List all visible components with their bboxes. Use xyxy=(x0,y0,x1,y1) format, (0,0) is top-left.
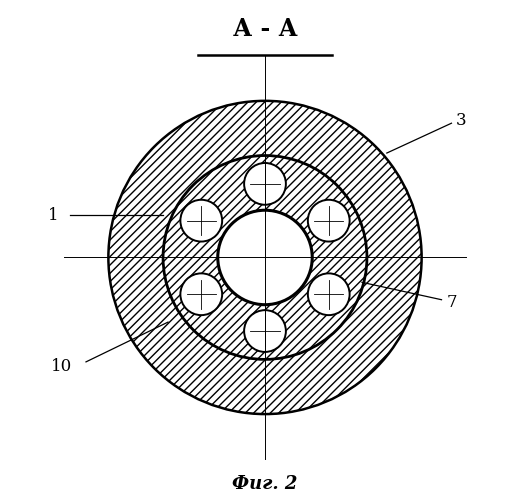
Circle shape xyxy=(180,200,222,241)
Text: 10: 10 xyxy=(50,358,72,376)
Circle shape xyxy=(308,200,350,241)
Circle shape xyxy=(308,274,350,315)
Circle shape xyxy=(218,210,312,304)
Circle shape xyxy=(180,274,222,315)
Circle shape xyxy=(308,274,350,315)
Circle shape xyxy=(308,200,350,241)
Circle shape xyxy=(180,200,222,241)
Circle shape xyxy=(244,163,286,205)
Text: 1: 1 xyxy=(48,206,59,224)
Circle shape xyxy=(108,101,422,414)
Circle shape xyxy=(244,310,286,352)
Text: А - А: А - А xyxy=(233,16,297,40)
Circle shape xyxy=(163,156,367,360)
Circle shape xyxy=(163,156,367,360)
Circle shape xyxy=(180,274,222,315)
Circle shape xyxy=(218,210,312,304)
Circle shape xyxy=(244,163,286,205)
Text: 3: 3 xyxy=(456,112,467,129)
Text: 7: 7 xyxy=(446,294,457,310)
Circle shape xyxy=(244,310,286,352)
Text: Фиг. 2: Фиг. 2 xyxy=(232,474,298,492)
